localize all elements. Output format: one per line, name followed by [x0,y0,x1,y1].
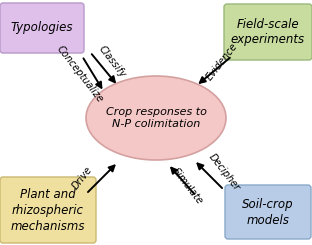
Text: Plant and
rhizospheric
mechanisms: Plant and rhizospheric mechanisms [11,187,85,233]
FancyBboxPatch shape [225,185,311,239]
Text: Decipher: Decipher [207,152,241,192]
Text: Drive: Drive [70,165,94,191]
Text: Classify: Classify [96,44,128,80]
FancyBboxPatch shape [0,3,84,53]
Text: Simulate: Simulate [171,166,205,206]
FancyBboxPatch shape [224,4,312,60]
Text: Soil-crop
models: Soil-crop models [242,197,294,226]
Text: Typologies: Typologies [11,22,73,35]
Text: Conceptualize: Conceptualize [55,44,105,104]
Text: Field-scale
experiments: Field-scale experiments [231,17,305,47]
FancyBboxPatch shape [0,177,96,243]
Ellipse shape [86,76,226,160]
Text: Crop responses to
N-P colimitation: Crop responses to N-P colimitation [105,107,207,129]
Text: Evidence: Evidence [204,41,240,83]
